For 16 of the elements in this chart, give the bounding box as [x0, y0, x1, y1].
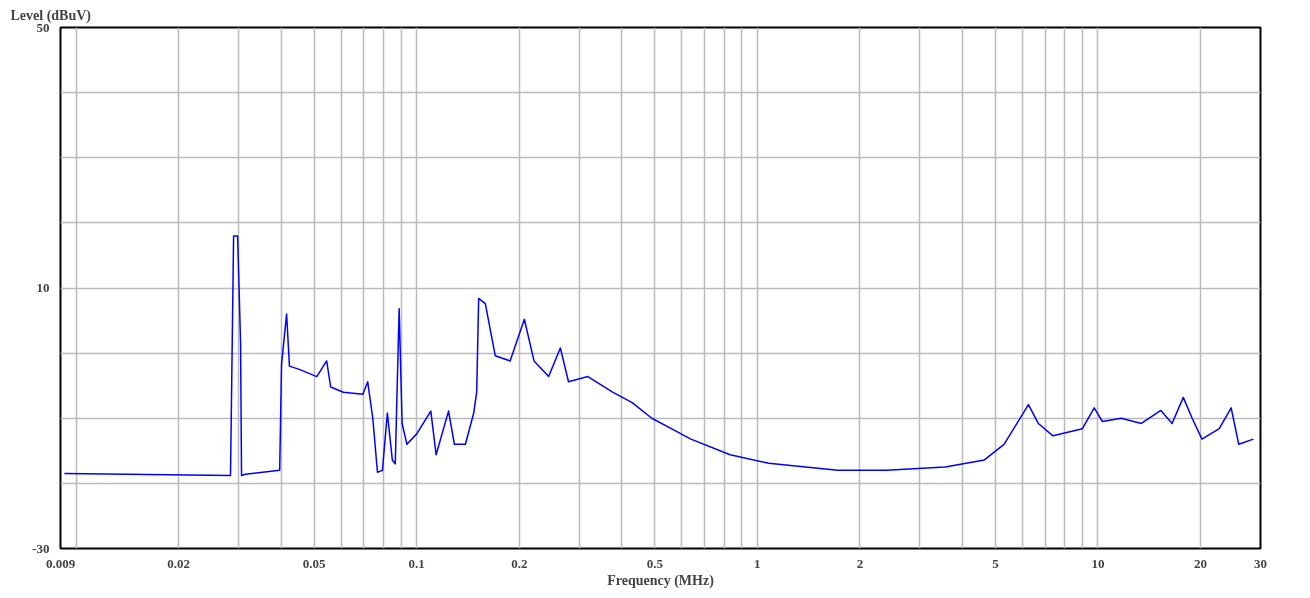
- y-tick-label: -30: [32, 540, 50, 556]
- x-tick-label: 10: [1091, 555, 1105, 571]
- x-tick-label: 0.05: [302, 555, 327, 571]
- x-tick-label: 5: [992, 555, 1000, 571]
- x-tick-label: 0.02: [167, 555, 190, 571]
- x-tick-label: 0.2: [511, 555, 528, 571]
- x-tick-label: 2: [856, 555, 864, 571]
- y-tick-label: 10: [36, 280, 50, 295]
- x-tick-label: 30: [1254, 555, 1267, 571]
- x-tick-label: 0.009: [45, 555, 76, 571]
- x-tick-label: 0.5: [646, 555, 664, 571]
- y-axis-title: Level (dBuV): [10, 7, 92, 24]
- x-tick-label: 0.1: [408, 555, 425, 571]
- x-tick-label: 20: [1194, 555, 1208, 571]
- x-tick-label: 1: [754, 555, 761, 571]
- x-axis-title: Frequency (MHz): [607, 572, 715, 589]
